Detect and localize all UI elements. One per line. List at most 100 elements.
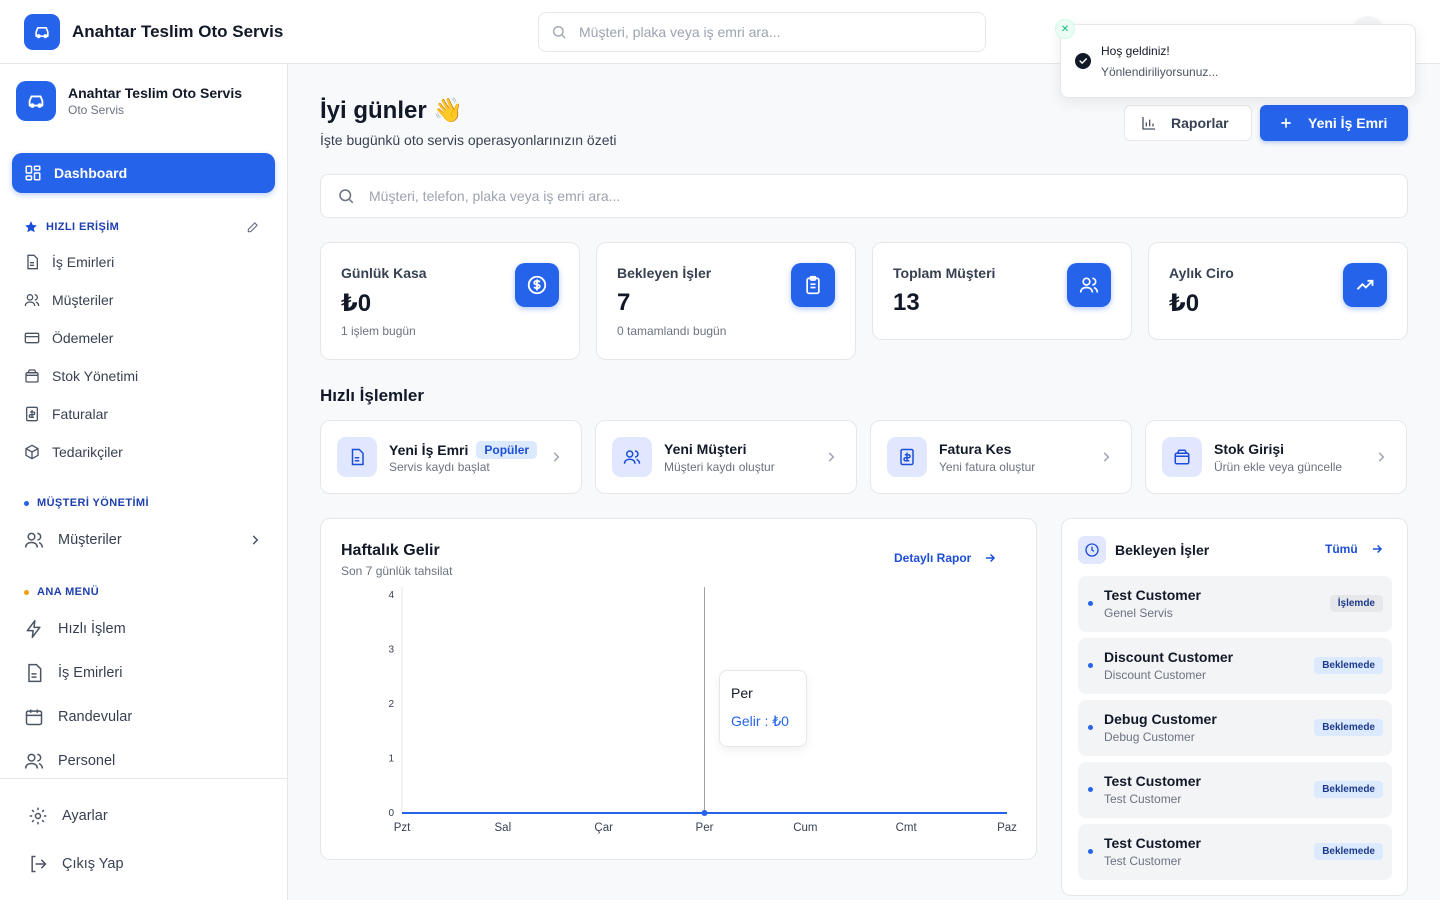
quick-action-title: Stok Girişi [1214, 441, 1285, 457]
reports-button[interactable]: Raporlar [1124, 105, 1252, 141]
status-dot [1088, 663, 1093, 668]
main-search[interactable] [320, 174, 1408, 218]
stat-sub: 1 işlem bugün [341, 324, 416, 338]
sidebar-item-work-orders-main[interactable]: İş Emirleri [24, 663, 122, 683]
pending-item[interactable]: Test Customer Genel Servis İşlemde [1078, 576, 1392, 632]
users-icon [1067, 263, 1111, 307]
sidebar-item-customers-group[interactable]: Müşteriler [24, 530, 122, 550]
pending-item-name: Test Customer [1104, 587, 1201, 603]
invoice-icon [887, 437, 927, 477]
y-tick-label: 0 [388, 808, 394, 819]
gear-icon [28, 806, 48, 826]
popular-badge: Popüler [476, 441, 538, 459]
sidebar-item-settings[interactable]: Ayarlar [28, 806, 108, 826]
stat-card-pending-jobs[interactable]: Bekleyen İşler 7 0 tamamlandı bugün [596, 242, 856, 360]
plus-icon [1278, 115, 1294, 131]
document-icon [24, 663, 44, 683]
pending-item-name: Test Customer [1104, 773, 1201, 789]
sidebar-item-invoices[interactable]: Faturalar [24, 406, 108, 422]
link-label: Detaylı Rapor [894, 551, 972, 565]
document-icon [337, 437, 377, 477]
sidebar-item-appointments[interactable]: Randevular [24, 707, 132, 727]
page-subtitle: İşte bugünkü oto servis operasyonlarınız… [320, 132, 617, 148]
header-search[interactable] [538, 12, 986, 52]
quick-action-new-customer[interactable]: Yeni Müşteri Müşteri kaydı oluştur [595, 420, 857, 494]
pending-title: Bekleyen İşler [1115, 542, 1210, 558]
quick-action-sub: Ürün ekle veya güncelle [1214, 460, 1343, 474]
chevron-right-icon [1099, 450, 1113, 464]
chart-subtitle: Son 7 günlük tahsilat [341, 564, 453, 578]
quick-action-invoice[interactable]: Fatura Kes Yeni fatura oluştur [870, 420, 1132, 494]
pending-item-name: Debug Customer [1104, 711, 1217, 727]
pending-item[interactable]: Test Customer Test Customer Beklemede [1078, 762, 1392, 818]
chevron-right-icon[interactable] [248, 533, 262, 547]
sidebar-item-label: Faturalar [52, 406, 109, 422]
x-tick-label: Çar [594, 822, 613, 834]
quick-action-sub: Servis kaydı başlat [389, 460, 490, 474]
pending-item[interactable]: Discount Customer Discount Customer Bekl… [1078, 638, 1392, 694]
x-tick-label: Cmt [896, 822, 918, 834]
sidebar-footer: Ayarlar Çıkış Yap [0, 778, 287, 900]
detailed-report-link[interactable]: Detaylı Rapor [894, 551, 997, 565]
section-label: ANA MENÜ [37, 586, 100, 598]
stat-card-total-customers[interactable]: Toplam Müşteri 13 [872, 242, 1132, 340]
sidebar-brand-sub: Oto Servis [68, 103, 125, 117]
sidebar-item-label: Ayarlar [62, 808, 108, 824]
sidebar-item-dashboard[interactable]: Dashboard [12, 153, 275, 193]
chart-title: Haftalık Gelir [341, 542, 440, 559]
quick-actions-title: Hızlı İşlemler [320, 386, 424, 405]
sidebar-item-logout[interactable]: Çıkış Yap [28, 854, 124, 874]
pending-item-name: Discount Customer [1104, 649, 1234, 665]
view-all-link[interactable]: Tümü [1325, 542, 1384, 556]
stat-card-monthly-revenue[interactable]: Aylık Ciro ₺0 [1148, 242, 1408, 340]
status-badge: Beklemede [1314, 781, 1383, 798]
sidebar-item-quick-action[interactable]: Hızlı İşlem [24, 619, 126, 639]
header-search-input[interactable] [579, 24, 959, 40]
trending-up-icon [1343, 263, 1387, 307]
x-tick-label: Sal [495, 822, 512, 834]
stat-card-daily-cash[interactable]: Günlük Kasa ₺0 1 işlem bugün [320, 242, 580, 360]
users-icon [612, 437, 652, 477]
sidebar-item-payments[interactable]: Ödemeler [24, 330, 113, 346]
sidebar-item-suppliers[interactable]: Tedarikçiler [24, 444, 123, 460]
pending-item-sub: Discount Customer [1104, 668, 1207, 682]
section-label: MÜŞTERİ YÖNETİMİ [37, 497, 149, 509]
search-icon [337, 187, 355, 205]
sidebar-item-label: Dashboard [54, 165, 128, 181]
data-point [701, 810, 708, 816]
stat-sub: 0 tamamlandı bugün [617, 324, 727, 338]
document-icon [24, 254, 40, 270]
weekly-revenue-card: Haftalık Gelir Son 7 günlük tahsilat Det… [320, 518, 1037, 860]
package-icon [24, 444, 40, 460]
sidebar-item-work-orders[interactable]: İş Emirleri [24, 254, 114, 270]
bar-chart-icon [1141, 115, 1157, 131]
sidebar-item-stock[interactable]: Stok Yönetimi [24, 368, 138, 384]
sidebar-brand-name: Anahtar Teslim Oto Servis [68, 85, 243, 101]
close-icon[interactable]: ✕ [1055, 19, 1075, 39]
stat-value: 13 [893, 289, 920, 316]
sidebar-item-label: Çıkış Yap [62, 856, 124, 872]
bullet-icon [24, 500, 29, 506]
quick-action-title: Yeni Müşteri [664, 441, 747, 457]
sidebar-item-staff[interactable]: Personel [24, 751, 115, 771]
weekly-revenue-chart[interactable]: 0 1 2 3 4 Pzt Sal Çar Per Cum Cmt Paz [321, 519, 1038, 861]
chevron-right-icon [549, 450, 563, 464]
pending-item[interactable]: Debug Customer Debug Customer Beklemede [1078, 700, 1392, 756]
sidebar-item-customers[interactable]: Müşteriler [24, 292, 113, 308]
header-brand[interactable]: Anahtar Teslim Oto Servis [24, 14, 283, 50]
new-work-order-button[interactable]: Yeni İş Emri [1260, 105, 1408, 141]
edit-icon[interactable] [246, 220, 260, 234]
pending-item[interactable]: Test Customer Test Customer Beklemede [1078, 824, 1392, 880]
quick-action-stock-entry[interactable]: Stok Girişi Ürün ekle veya güncelle [1145, 420, 1407, 494]
sidebar-item-label: Personel [58, 753, 116, 769]
stat-value: ₺0 [341, 290, 372, 317]
quick-action-new-order[interactable]: Yeni İş Emri Popüler Servis kaydı başlat [320, 420, 582, 494]
pending-jobs-card: Bekleyen İşler Tümü Test Customer Genel … [1061, 518, 1408, 896]
sidebar-brand[interactable]: Anahtar Teslim Oto Servis Oto Servis [16, 81, 242, 121]
main-search-input[interactable] [369, 188, 1269, 204]
section-main-menu: ANA MENÜ [24, 586, 99, 598]
status-badge: Beklemede [1314, 843, 1383, 860]
sidebar-item-label: İş Emirleri [58, 665, 123, 681]
status-badge: Beklemede [1314, 719, 1383, 736]
status-dot [1088, 787, 1093, 792]
